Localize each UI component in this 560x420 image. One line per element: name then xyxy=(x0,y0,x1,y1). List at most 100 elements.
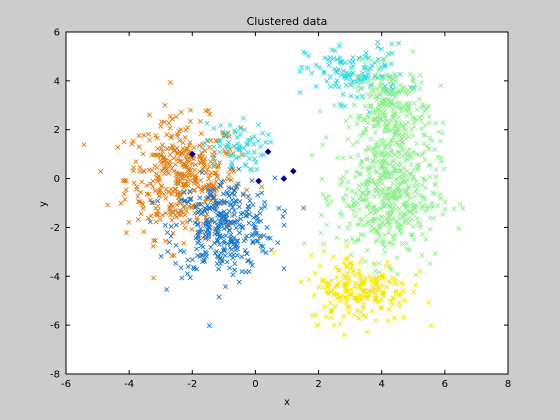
data-point xyxy=(203,222,209,228)
data-point xyxy=(262,204,268,210)
data-point xyxy=(253,213,259,219)
data-point xyxy=(342,294,348,300)
data-point xyxy=(197,118,203,124)
data-point xyxy=(167,158,173,164)
data-point xyxy=(181,240,187,246)
data-point xyxy=(348,205,354,211)
data-point xyxy=(173,186,179,192)
data-point xyxy=(392,94,398,100)
data-point xyxy=(382,244,388,250)
data-point xyxy=(334,57,340,63)
data-point xyxy=(146,131,152,137)
data-point xyxy=(368,136,374,142)
data-point xyxy=(382,63,388,69)
data-point xyxy=(341,259,347,265)
data-point xyxy=(334,235,340,241)
data-point xyxy=(335,155,341,161)
data-point xyxy=(398,108,404,114)
data-point xyxy=(387,297,393,303)
data-point xyxy=(208,216,214,222)
data-point xyxy=(250,202,256,208)
data-point xyxy=(179,162,185,168)
data-point xyxy=(166,120,172,126)
data-point xyxy=(405,156,411,162)
series-2 xyxy=(200,39,417,173)
data-point xyxy=(157,187,163,193)
data-point xyxy=(153,205,159,211)
data-point xyxy=(421,132,427,138)
y-tick-label: 0 xyxy=(54,174,60,185)
data-point xyxy=(177,208,183,214)
data-point xyxy=(424,143,430,149)
data-point xyxy=(259,190,265,196)
data-point xyxy=(381,138,387,144)
data-point xyxy=(416,162,422,168)
data-point xyxy=(349,236,355,242)
data-point xyxy=(177,191,183,197)
data-point xyxy=(144,182,150,188)
data-point xyxy=(402,205,408,211)
data-point xyxy=(175,181,181,187)
data-point xyxy=(115,144,121,150)
data-point xyxy=(243,209,250,215)
data-point xyxy=(421,177,427,183)
data-point xyxy=(202,148,208,154)
data-point xyxy=(167,145,173,152)
data-point xyxy=(399,223,405,229)
data-point xyxy=(417,268,423,274)
centroid-point xyxy=(264,148,272,156)
data-point xyxy=(197,154,203,160)
data-point xyxy=(352,174,358,180)
data-point xyxy=(355,152,361,158)
data-point xyxy=(388,266,394,272)
data-point xyxy=(378,297,384,303)
data-point xyxy=(204,217,210,223)
data-point xyxy=(400,315,406,321)
data-point xyxy=(396,125,402,132)
data-point xyxy=(251,149,257,155)
data-point xyxy=(372,268,378,274)
data-point xyxy=(235,181,241,187)
data-point xyxy=(185,199,191,205)
data-point xyxy=(169,217,175,223)
data-point xyxy=(155,198,161,204)
data-point xyxy=(245,141,251,147)
data-point xyxy=(258,205,264,212)
data-point xyxy=(400,123,406,129)
data-point xyxy=(181,189,187,195)
data-point xyxy=(244,187,250,193)
data-point xyxy=(344,203,350,209)
data-point xyxy=(390,216,396,222)
data-point xyxy=(211,194,217,200)
data-point xyxy=(353,190,359,196)
data-point xyxy=(410,133,416,139)
data-point xyxy=(417,86,423,92)
data-point xyxy=(181,171,187,177)
data-point xyxy=(358,79,364,85)
data-point xyxy=(212,240,218,246)
data-point xyxy=(411,289,417,295)
data-point xyxy=(153,132,159,138)
data-point xyxy=(388,61,394,67)
data-point xyxy=(194,215,200,221)
data-point xyxy=(236,204,242,210)
data-point xyxy=(366,189,372,195)
data-point xyxy=(396,174,403,180)
data-point xyxy=(377,66,383,72)
data-point xyxy=(398,231,404,237)
data-point xyxy=(81,142,87,148)
data-point xyxy=(178,196,184,202)
data-point xyxy=(411,194,417,200)
data-point xyxy=(457,201,463,207)
data-point xyxy=(377,175,383,181)
data-point xyxy=(150,178,156,184)
data-point xyxy=(159,168,165,174)
data-point xyxy=(201,257,207,263)
data-point xyxy=(164,166,170,172)
data-point xyxy=(396,291,402,297)
data-point xyxy=(340,91,346,97)
data-point xyxy=(379,272,385,278)
data-point xyxy=(358,194,364,200)
data-point xyxy=(206,323,212,329)
data-point xyxy=(194,253,200,259)
